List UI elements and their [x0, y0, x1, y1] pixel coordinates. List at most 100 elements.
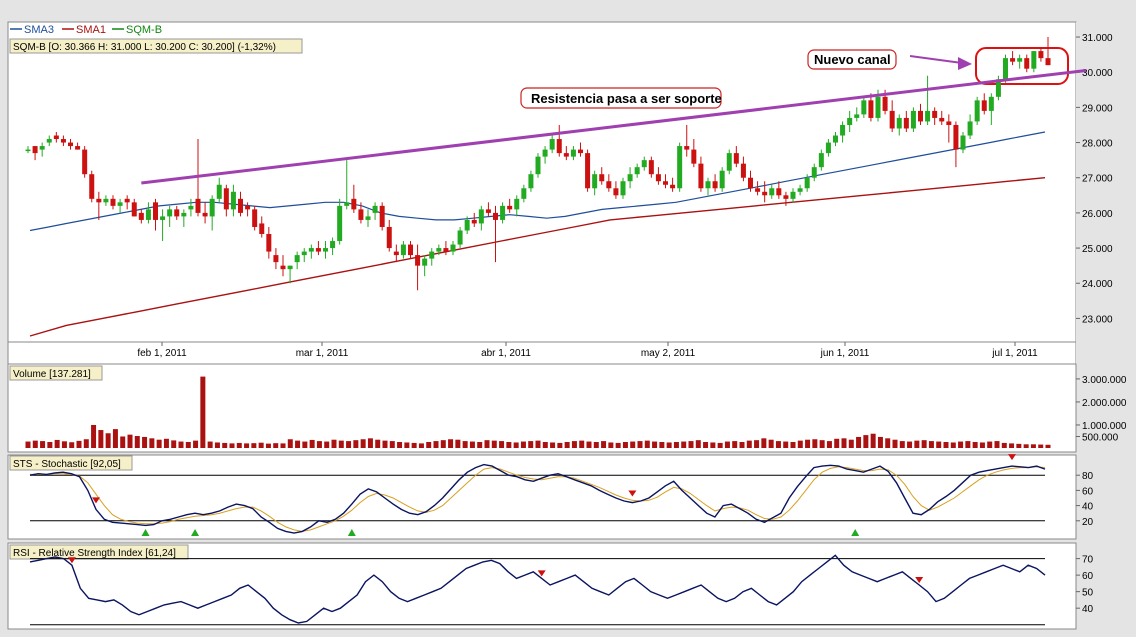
- volume-bar: [783, 441, 789, 448]
- volume-bar: [120, 436, 126, 448]
- volume-bar: [841, 438, 847, 448]
- volume-bar: [732, 441, 738, 448]
- candle-body: [160, 216, 166, 220]
- candle-body: [145, 209, 151, 220]
- candle-body: [485, 209, 491, 213]
- volume-bar: [666, 442, 672, 448]
- rsi-axis-labels: 70 60 50 40: [1076, 555, 1094, 615]
- volume-bar: [287, 439, 293, 448]
- volume-bar: [659, 442, 665, 448]
- volume-bar: [1009, 443, 1015, 448]
- candle-body: [138, 212, 144, 220]
- rsi-tick-label: 70: [1082, 555, 1094, 566]
- volume-bar: [593, 442, 599, 448]
- candle-body: [103, 198, 109, 203]
- rsi-tick-label: 50: [1082, 588, 1094, 599]
- y-tick-label: 28.000: [1082, 139, 1113, 150]
- candle-body: [259, 223, 265, 234]
- candle-body: [641, 160, 647, 168]
- x-tick-label: feb 1, 2011: [137, 348, 187, 359]
- candle-body: [712, 181, 718, 189]
- candle-body: [131, 202, 137, 217]
- x-axis-labels: feb 1, 2011 mar 1, 2011 abr 1, 2011 may 2, …: [137, 342, 1038, 359]
- volume-bar: [244, 443, 250, 448]
- candle-body: [330, 241, 336, 249]
- candle-body: [663, 181, 668, 185]
- candle-body: [323, 248, 328, 252]
- candle-body: [719, 170, 725, 189]
- candle-body: [797, 188, 803, 192]
- stochastic-sell-marker: [92, 497, 101, 504]
- candle-body: [733, 153, 739, 164]
- candle-body: [266, 234, 272, 252]
- candle-body: [443, 248, 449, 252]
- volume-bar: [1023, 444, 1029, 448]
- candle-body: [400, 244, 406, 256]
- candle-body: [556, 139, 562, 154]
- candle-body: [592, 174, 598, 189]
- candle-body: [974, 100, 980, 122]
- rsi-panel[interactable]: [7, 542, 1077, 630]
- volume-bar: [506, 442, 512, 448]
- candle-body: [521, 188, 527, 199]
- candle-body: [570, 149, 576, 157]
- legend-label-sqm: SQM-B: [126, 24, 162, 36]
- volume-bar: [710, 442, 716, 448]
- volume-bar: [1038, 444, 1044, 448]
- volume-bar: [812, 439, 818, 448]
- volume-bar: [222, 442, 228, 448]
- volume-bars: [25, 376, 1051, 448]
- y-tick-label: 26.000: [1082, 209, 1113, 220]
- candle-body: [68, 142, 73, 147]
- volume-bar: [754, 440, 760, 448]
- channel-annotation: Nuevo canal: [814, 52, 891, 67]
- candle-body: [415, 255, 421, 266]
- sma1-line: [29, 177, 1046, 337]
- candle-body: [563, 153, 569, 157]
- stochastic-buy-marker: [347, 529, 356, 536]
- candle-body: [82, 149, 88, 175]
- volume-bar: [826, 441, 832, 448]
- volume-bar: [127, 434, 133, 448]
- candle-body: [882, 96, 888, 111]
- volume-bar: [193, 440, 199, 448]
- chart-legend: SMA3 SMA1 SQM-B: [10, 24, 162, 36]
- volume-bar: [448, 439, 454, 448]
- resistance-annotation-box: [520, 87, 722, 109]
- candle-body: [620, 181, 626, 196]
- volume-bar: [550, 442, 556, 448]
- volume-bar: [892, 439, 898, 448]
- volume-bar: [856, 436, 862, 448]
- stochastic-info-box: [9, 455, 133, 471]
- stochastic-panel[interactable]: [7, 454, 1077, 540]
- candle-body: [153, 202, 158, 220]
- candle-body: [337, 205, 343, 242]
- volume-bar: [207, 441, 213, 448]
- candle-body: [223, 188, 229, 210]
- stochastic-tick-label: 40: [1082, 502, 1094, 513]
- volume-panel[interactable]: [7, 363, 1077, 453]
- volume-bar: [907, 441, 913, 448]
- volume-bar: [346, 441, 352, 448]
- volume-bar: [32, 440, 38, 448]
- channel-annotation-box: [807, 49, 897, 70]
- candle-body: [762, 191, 768, 196]
- candle-body: [1045, 58, 1051, 66]
- volume-bar: [914, 440, 920, 448]
- stochastic-buy-marker: [191, 529, 200, 536]
- volume-bar: [331, 439, 337, 448]
- candle-body: [301, 251, 307, 256]
- candle-body: [308, 248, 314, 252]
- volume-bar: [790, 442, 796, 448]
- y-tick-label: 23.000: [1082, 314, 1113, 325]
- volume-bar: [163, 438, 169, 448]
- candle-body: [514, 198, 520, 210]
- volume-bar: [965, 441, 971, 448]
- candle-body: [748, 177, 753, 189]
- candle-body: [110, 198, 116, 206]
- price-panel[interactable]: [7, 21, 1077, 343]
- volume-bar: [1016, 443, 1022, 448]
- volume-bar: [433, 441, 439, 448]
- volume-bar: [469, 441, 475, 448]
